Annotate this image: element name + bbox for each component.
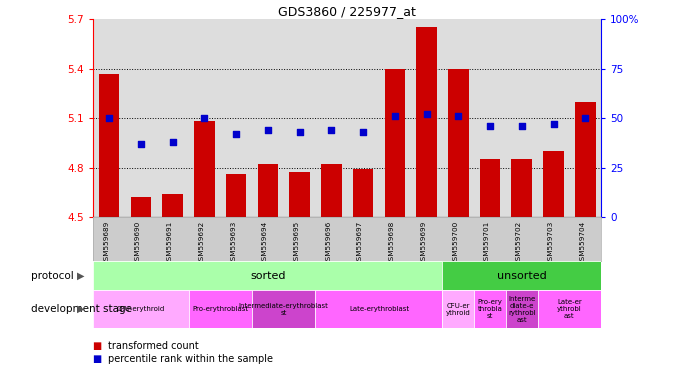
Text: ▶: ▶ [77,270,84,281]
Text: ■: ■ [93,354,106,364]
Bar [321,164,341,217]
Bar [506,290,538,328]
Bar [511,159,532,217]
Bar [189,290,252,328]
Bar [474,290,506,328]
Text: GSM559689: GSM559689 [103,220,109,265]
Bar [93,290,189,328]
Text: GSM559698: GSM559698 [389,220,395,265]
Text: GSM559700: GSM559700 [453,220,458,265]
Point [484,123,495,129]
Text: GSM559696: GSM559696 [325,220,332,265]
Text: CFU-er
ythroid: CFU-er ythroid [446,303,471,316]
Bar [162,194,183,217]
Text: GSM559690: GSM559690 [135,220,141,265]
Text: unsorted: unsorted [497,270,547,281]
Text: ■: ■ [93,341,106,351]
Bar [93,261,442,290]
Point [548,121,559,127]
Point [453,113,464,119]
Text: GSM559691: GSM559691 [167,220,173,265]
Bar [290,172,310,217]
Point [199,115,210,121]
Bar [99,74,120,217]
Text: GSM559697: GSM559697 [357,220,363,265]
Bar [353,169,373,217]
Text: GSM559703: GSM559703 [547,220,553,265]
Bar [316,290,442,328]
Bar [194,121,215,217]
Text: GSM559699: GSM559699 [421,220,426,265]
Text: sorted: sorted [250,270,285,281]
Text: CFU-erythroid: CFU-erythroid [117,306,165,312]
Text: Pro-ery
throbla
st: Pro-ery throbla st [477,299,502,319]
Point [294,129,305,135]
Point [104,115,115,121]
Text: Intermediate-erythroblast
st: Intermediate-erythroblast st [239,303,329,316]
Bar [384,69,405,217]
Text: Late-erythroblast: Late-erythroblast [349,306,409,312]
Bar [448,69,468,217]
Point [580,115,591,121]
Text: Interme
diate-e
rythrobl
ast: Interme diate-e rythrobl ast [508,296,536,323]
Text: Late-er
ythrobl
ast: Late-er ythrobl ast [557,299,582,319]
Text: Pro-erythroblast: Pro-erythroblast [192,306,248,312]
Point [326,127,337,133]
Bar [538,290,601,328]
Text: GSM559702: GSM559702 [515,220,522,265]
Text: GSM559693: GSM559693 [230,220,236,265]
Bar [575,102,596,217]
Bar [480,159,500,217]
Point [263,127,274,133]
Text: GSM559695: GSM559695 [294,220,300,265]
Point [231,131,242,137]
Text: percentile rank within the sample: percentile rank within the sample [108,354,274,364]
Title: GDS3860 / 225977_at: GDS3860 / 225977_at [278,5,416,18]
Text: development stage: development stage [31,304,132,314]
Point [167,139,178,145]
Text: ▶: ▶ [77,304,84,314]
Bar [416,27,437,217]
Text: GSM559704: GSM559704 [579,220,585,265]
Text: GSM559692: GSM559692 [198,220,205,265]
Bar [442,290,474,328]
Point [421,111,432,117]
Bar [258,164,278,217]
Text: transformed count: transformed count [108,341,199,351]
Point [135,141,146,147]
Point [516,123,527,129]
Bar [252,290,316,328]
Bar [543,151,564,217]
Text: protocol: protocol [31,270,74,281]
Bar [226,174,247,217]
Point [389,113,400,119]
Point [357,129,368,135]
Text: GSM559694: GSM559694 [262,220,268,265]
Bar [131,197,151,217]
Text: GSM559701: GSM559701 [484,220,490,265]
Bar [442,261,601,290]
